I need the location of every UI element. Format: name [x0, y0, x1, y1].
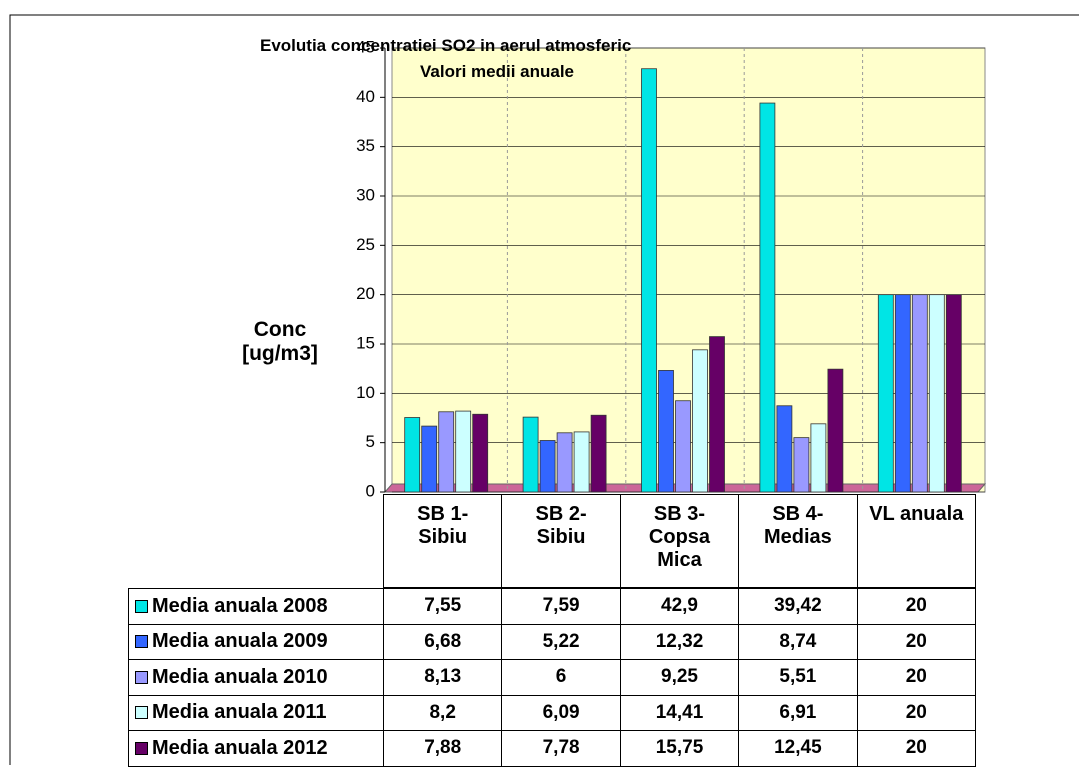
bar [759, 102, 776, 493]
data-label: 20 [856, 588, 976, 625]
bar [522, 416, 539, 493]
data-label: 9,25 [619, 659, 740, 696]
x-tick-label: SB 1- Sibiu [383, 494, 503, 588]
legend-swatch [135, 741, 148, 755]
y-tick-label: 20 [356, 284, 375, 303]
bar [793, 437, 810, 493]
bar [911, 294, 928, 493]
bar [894, 294, 911, 493]
data-label: 7,78 [501, 730, 621, 767]
x-tick-label: SB 2- Sibiu [501, 494, 621, 588]
bar [539, 440, 556, 493]
bar [810, 423, 827, 493]
data-label: 20 [856, 659, 976, 696]
bar [438, 411, 455, 493]
bar [928, 294, 945, 493]
data-label: 6,91 [738, 694, 858, 731]
bar [404, 417, 421, 493]
y-tick-label: 35 [356, 136, 375, 155]
legend-label: Media anuala 2009 [152, 630, 328, 653]
y-tick-label: 25 [356, 235, 375, 254]
y-tick-label: 45 [356, 37, 375, 56]
bar [709, 336, 725, 493]
bar [641, 68, 657, 493]
legend-swatch [135, 599, 148, 613]
data-label: 5,51 [738, 659, 858, 696]
data-label: 39,42 [738, 588, 858, 625]
legend-entry: Media anuala 2008 [128, 588, 384, 625]
legend-label: Media anuala 2010 [152, 665, 328, 688]
bar [455, 410, 472, 493]
x-tick-label: VL anuala [856, 494, 976, 588]
legend-entry: Media anuala 2009 [128, 623, 384, 660]
legend-entry: Media anuala 2012 [128, 730, 384, 767]
chart-title: Evolutia concentratiei SO2 in aerul atmo… [260, 36, 632, 55]
y-tick-label: 10 [356, 383, 375, 402]
data-label: 6,68 [383, 623, 503, 660]
data-label: 6,09 [501, 694, 621, 731]
data-label: 7,55 [383, 588, 503, 625]
chart-subtitle: Valori medii anuale [420, 62, 575, 81]
legend-entry: Media anuala 2011 [128, 694, 384, 731]
bar [776, 405, 793, 493]
legend-label: Media anuala 2012 [152, 736, 328, 759]
data-label: 20 [856, 694, 976, 731]
bar [877, 294, 894, 493]
bar [692, 349, 708, 493]
legend-label: Media anuala 2011 [152, 701, 327, 724]
data-label: 20 [856, 730, 976, 767]
y-tick-label: 15 [356, 333, 375, 352]
data-label: 7,88 [383, 730, 503, 767]
data-label: 20 [856, 623, 976, 660]
bar [573, 431, 590, 493]
bar [556, 432, 573, 493]
data-label: 14,41 [619, 694, 740, 731]
data-label: 12,45 [738, 730, 858, 767]
bar [675, 400, 691, 493]
data-label: 5,22 [501, 623, 621, 660]
y-tick-label: 5 [366, 432, 375, 451]
y-tick-label: 0 [366, 481, 375, 500]
data-label: 12,32 [619, 623, 740, 660]
x-tick-label: SB 4- Medias [738, 494, 858, 588]
bar [421, 425, 438, 493]
x-tick-label: SB 3- Copsa Mica [619, 494, 740, 588]
data-label: 8,2 [383, 694, 503, 731]
data-label: 8,13 [383, 659, 503, 696]
bar [472, 413, 489, 493]
legend-swatch [135, 635, 148, 649]
bar [827, 368, 844, 493]
data-label: 7,59 [501, 588, 621, 625]
legend-label: Media anuala 2008 [152, 594, 328, 617]
data-label: 8,74 [738, 623, 858, 660]
bar [945, 294, 962, 493]
bar [658, 370, 674, 493]
data-label: 15,75 [619, 730, 740, 767]
legend-entry: Media anuala 2010 [128, 659, 384, 696]
y-tick-label: 40 [356, 87, 375, 106]
legend-swatch [135, 706, 148, 720]
y-tick-label: 30 [356, 185, 375, 204]
y-axis-label: Conc [ug/m3] [242, 318, 318, 365]
legend-swatch [135, 670, 148, 684]
bar [590, 414, 607, 493]
data-label: 6 [501, 659, 621, 696]
data-label: 42,9 [619, 588, 740, 625]
